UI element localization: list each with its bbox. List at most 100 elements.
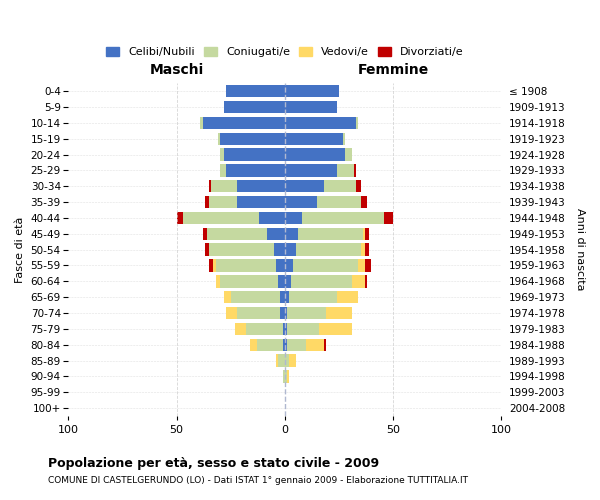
- Bar: [215, 275, 220, 287]
- Bar: [354, 164, 356, 176]
- Bar: [209, 244, 274, 256]
- Bar: [285, 101, 337, 114]
- Bar: [337, 164, 354, 176]
- Bar: [220, 148, 224, 161]
- Text: Popolazione per età, sesso e stato civile - 2009: Popolazione per età, sesso e stato civil…: [48, 458, 379, 470]
- Bar: [224, 291, 231, 304]
- Bar: [298, 228, 362, 240]
- Bar: [285, 180, 324, 192]
- Y-axis label: Fasce di età: Fasce di età: [15, 216, 25, 283]
- Bar: [285, 307, 287, 319]
- Bar: [220, 164, 226, 176]
- Bar: [287, 322, 319, 335]
- Bar: [285, 212, 302, 224]
- Bar: [237, 196, 285, 208]
- Bar: [235, 322, 246, 335]
- Bar: [358, 260, 365, 272]
- Bar: [285, 370, 287, 382]
- Bar: [362, 228, 365, 240]
- Y-axis label: Anni di nascita: Anni di nascita: [575, 208, 585, 291]
- Bar: [214, 260, 215, 272]
- Bar: [246, 322, 283, 335]
- Bar: [287, 370, 289, 382]
- Bar: [337, 291, 358, 304]
- Bar: [280, 307, 285, 319]
- Text: Femmine: Femmine: [358, 62, 428, 76]
- Bar: [361, 196, 367, 208]
- Bar: [203, 228, 207, 240]
- Bar: [285, 228, 298, 240]
- Bar: [317, 196, 361, 208]
- Bar: [346, 148, 352, 161]
- Bar: [283, 322, 285, 335]
- Bar: [215, 260, 276, 272]
- Bar: [224, 101, 285, 114]
- Bar: [289, 354, 296, 366]
- Bar: [324, 338, 326, 351]
- Bar: [285, 164, 337, 176]
- Bar: [365, 244, 369, 256]
- Bar: [287, 307, 326, 319]
- Legend: Celibi/Nubili, Coniugati/e, Vedovi/e, Divorziati/e: Celibi/Nubili, Coniugati/e, Vedovi/e, Di…: [101, 42, 468, 62]
- Bar: [285, 338, 287, 351]
- Bar: [326, 307, 352, 319]
- Bar: [285, 260, 293, 272]
- Bar: [289, 291, 337, 304]
- Bar: [285, 117, 356, 129]
- Bar: [280, 291, 285, 304]
- Bar: [183, 212, 259, 224]
- Bar: [231, 291, 280, 304]
- Bar: [250, 338, 257, 351]
- Bar: [385, 212, 393, 224]
- Bar: [287, 338, 307, 351]
- Bar: [205, 244, 209, 256]
- Bar: [220, 275, 278, 287]
- Bar: [285, 354, 289, 366]
- Bar: [207, 228, 268, 240]
- Bar: [285, 275, 291, 287]
- Bar: [307, 338, 324, 351]
- Bar: [226, 164, 285, 176]
- Bar: [200, 117, 203, 129]
- Bar: [211, 180, 237, 192]
- Bar: [291, 275, 352, 287]
- Bar: [209, 180, 211, 192]
- Bar: [324, 180, 356, 192]
- Bar: [276, 354, 278, 366]
- Text: COMUNE DI CASTELGERUNDO (LO) - Dati ISTAT 1° gennaio 2009 - Elaborazione TUTTITA: COMUNE DI CASTELGERUNDO (LO) - Dati ISTA…: [48, 476, 468, 485]
- Bar: [257, 338, 283, 351]
- Bar: [352, 275, 365, 287]
- Bar: [237, 180, 285, 192]
- Bar: [285, 244, 296, 256]
- Bar: [285, 148, 346, 161]
- Bar: [205, 196, 209, 208]
- Bar: [268, 228, 285, 240]
- Bar: [293, 260, 358, 272]
- Text: Maschi: Maschi: [149, 62, 204, 76]
- Bar: [220, 132, 285, 145]
- Bar: [283, 338, 285, 351]
- Bar: [365, 260, 371, 272]
- Bar: [209, 260, 214, 272]
- Bar: [226, 307, 237, 319]
- Bar: [276, 260, 285, 272]
- Bar: [274, 244, 285, 256]
- Bar: [176, 212, 183, 224]
- Bar: [285, 85, 339, 98]
- Bar: [209, 196, 237, 208]
- Bar: [259, 212, 285, 224]
- Bar: [319, 322, 352, 335]
- Bar: [365, 228, 369, 240]
- Bar: [226, 85, 285, 98]
- Bar: [224, 148, 285, 161]
- Bar: [302, 212, 385, 224]
- Bar: [278, 354, 285, 366]
- Bar: [218, 132, 220, 145]
- Bar: [285, 291, 289, 304]
- Bar: [285, 132, 343, 145]
- Bar: [278, 275, 285, 287]
- Bar: [361, 244, 365, 256]
- Bar: [356, 117, 358, 129]
- Bar: [365, 275, 367, 287]
- Bar: [283, 370, 285, 382]
